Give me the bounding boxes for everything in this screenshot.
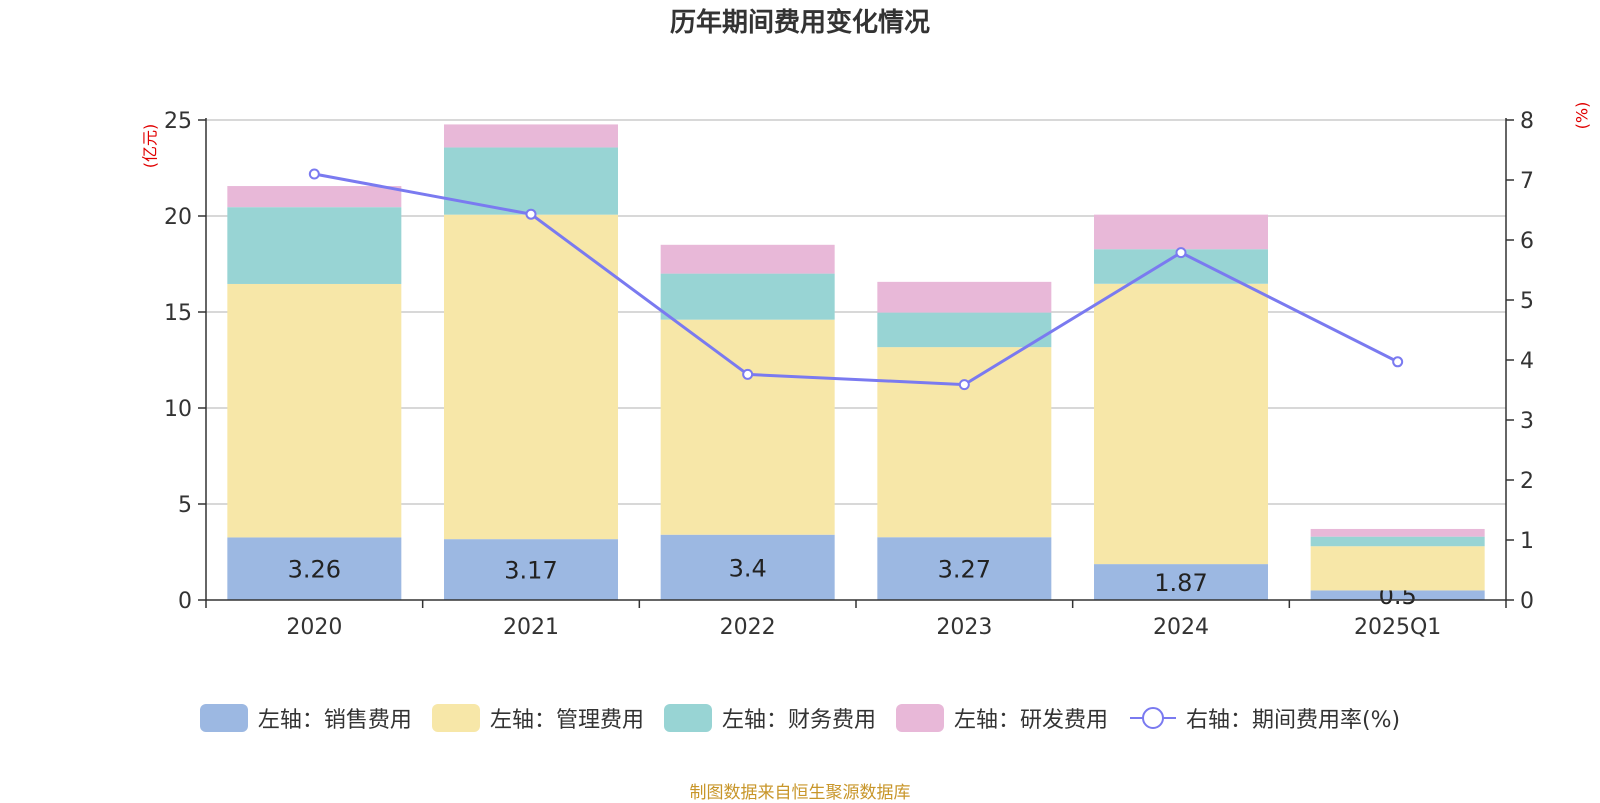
line-point-2023 — [958, 379, 970, 391]
y-left-tick-label: 10 — [164, 397, 192, 422]
legend-item-5[interactable]: 右轴：期间费用率(%) — [1128, 702, 1400, 734]
bar-segment-1-2021 — [444, 539, 618, 600]
y-left-tick-label: 25 — [164, 109, 192, 134]
bar-segment-3-2025Q1 — [1310, 536, 1485, 547]
bar-segment-1-2022 — [660, 534, 835, 600]
line-point-2020 — [308, 168, 320, 180]
bar-segment-3-2022 — [660, 273, 835, 320]
bar-segment-2-2022 — [660, 319, 835, 535]
y-left-tick-label: 20 — [164, 205, 192, 230]
legend-swatch-icon — [663, 704, 712, 732]
y-right-tick-label: 8 — [1520, 109, 1534, 134]
x-tick-label: 2020 — [286, 615, 342, 640]
bar-data-label: 3.27 — [938, 556, 991, 584]
legend-label: 左轴：财务费用 — [721, 708, 876, 733]
bar-segment-4-2024 — [1094, 214, 1268, 250]
bar-segment-2-2021 — [444, 214, 618, 540]
line-point-2021 — [525, 208, 537, 220]
bar-segment-4-2023 — [877, 281, 1052, 313]
y-right-tick-label: 3 — [1520, 409, 1534, 434]
bar-segment-4-2025Q1 — [1310, 528, 1485, 537]
bar-segment-1-2020 — [227, 537, 402, 600]
legend-swatch-icon — [431, 704, 480, 732]
y-right-tick-label: 1 — [1520, 529, 1534, 554]
bar-data-label: 3.4 — [729, 554, 767, 582]
bar-segment-4-2021 — [444, 124, 618, 148]
bar-segment-1-2023 — [877, 537, 1052, 600]
bar-segment-3-2023 — [877, 312, 1052, 348]
legend-label: 右轴：期间费用率(%) — [1185, 708, 1401, 733]
legend-item-2[interactable]: 左轴：管理费用 — [431, 702, 644, 734]
bar-segment-2-2025Q1 — [1310, 546, 1485, 591]
chart-legend: 左轴：销售费用 左轴：管理费用 左轴：财务费用 左轴：研发费用 右轴：期间费用率(%) — [0, 702, 1600, 734]
bar-segment-1-2025Q1 — [1310, 590, 1485, 600]
bar-segment-3-2020 — [227, 207, 402, 284]
bar-data-label: 1.87 — [1154, 569, 1207, 597]
bar-segment-2-2024 — [1094, 283, 1268, 565]
y-left-tick-label: 15 — [164, 301, 192, 326]
source-note: 制图数据来自恒生聚源数据库 — [689, 783, 911, 803]
legend-label: 左轴：研发费用 — [953, 708, 1108, 733]
y-left-tick-label: 5 — [178, 493, 192, 518]
y-right-tick-label: 6 — [1520, 229, 1534, 254]
y-right-tick-label: 4 — [1520, 349, 1534, 374]
legend-line-marker-icon — [1129, 707, 1176, 729]
x-tick-label: 2022 — [720, 615, 776, 640]
y-right-tick-label: 7 — [1520, 169, 1534, 194]
y-left-tick-label: 0 — [178, 589, 192, 614]
legend-label: 左轴：管理费用 — [489, 708, 644, 733]
legend-swatch-icon — [199, 704, 248, 732]
x-tick-label: 2025Q1 — [1354, 615, 1441, 640]
line-point-2025Q1 — [1392, 356, 1404, 368]
x-tick-label: 2023 — [936, 615, 992, 640]
y-right-tick-label: 5 — [1520, 289, 1534, 314]
x-tick-label: 2021 — [503, 615, 559, 640]
legend-item-3[interactable]: 左轴：财务费用 — [663, 702, 876, 734]
y-right-tick-label: 2 — [1520, 469, 1534, 494]
line-series-expense-rate — [314, 172, 1399, 387]
bar-segment-2-2023 — [877, 347, 1052, 538]
bar-data-label: 3.17 — [504, 557, 557, 585]
bar-data-label: 3.26 — [288, 556, 341, 584]
legend-item-4[interactable]: 左轴：研发费用 — [895, 702, 1108, 734]
legend-item-1[interactable]: 左轴：销售费用 — [199, 702, 412, 734]
bar-segment-1-2024 — [1094, 564, 1268, 600]
legend-label: 左轴：销售费用 — [257, 708, 412, 733]
bar-segment-3-2021 — [444, 147, 618, 215]
bar-segment-2-2020 — [227, 283, 402, 538]
line-point-2024 — [1175, 247, 1187, 259]
legend-swatch-icon — [895, 704, 944, 732]
y-right-tick-label: 0 — [1520, 589, 1534, 614]
bar-segment-4-2020 — [227, 186, 402, 208]
x-tick-label: 2024 — [1153, 615, 1209, 640]
line-point-2022 — [742, 368, 754, 380]
chart-title: 历年期间费用变化情况 — [669, 8, 930, 38]
bar-segment-4-2022 — [660, 244, 835, 274]
